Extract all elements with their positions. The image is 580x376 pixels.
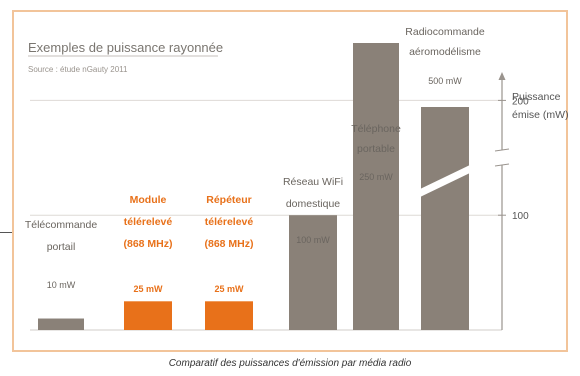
bar-1 <box>124 301 172 330</box>
bar-5 <box>421 107 469 330</box>
figure-caption: Comparatif des puissances d'émission par… <box>168 358 412 369</box>
tick-label-100: 100 <box>512 211 529 222</box>
category-label-4: Téléphone portable <box>351 123 401 155</box>
tick-label-200: 200 <box>512 96 529 107</box>
bar-break-slash <box>418 164 472 198</box>
category-label-3: Réseau WiFi domestique <box>283 176 343 210</box>
chart-source: Source : étude nGauty 2011 <box>28 65 128 74</box>
bar-2 <box>205 301 253 330</box>
value-label-1: 25 mW <box>133 284 163 294</box>
category-label-5: Radiocommande aéromodélisme <box>405 26 485 58</box>
bar-3 <box>289 215 337 330</box>
value-label-4: 250 mW <box>359 172 393 182</box>
bar-4 <box>353 43 399 330</box>
y-axis-label: Puissance émise (mW) <box>512 91 569 121</box>
category-label-2: Répéteur télérelevé (868 MHz) <box>204 194 253 250</box>
category-labels: Télécommande portail 10 mW Module télérelevé… <box>25 26 485 294</box>
value-label-0: 10 mW <box>47 280 76 290</box>
value-label-5: 500 mW <box>428 76 462 86</box>
y-axis: 100200300Puissanceémise (mW) <box>494 72 569 330</box>
category-label-1: Module télérelevé (868 MHz) <box>123 194 172 250</box>
bars <box>38 43 472 330</box>
power-chart: Exemples de puissance rayonnée Source : … <box>25 26 569 331</box>
bar-0 <box>38 318 84 330</box>
value-label-2: 25 mW <box>214 284 244 294</box>
leader-line <box>0 232 12 233</box>
axis-break-upper <box>494 148 510 152</box>
category-label-0: Télécommande portail <box>25 219 98 253</box>
value-label-3: 100 mW <box>296 235 330 245</box>
axis-break-lower <box>494 163 510 167</box>
y-axis-arrow <box>498 72 506 80</box>
chart-title: Exemples de puissance rayonnée <box>28 40 223 55</box>
